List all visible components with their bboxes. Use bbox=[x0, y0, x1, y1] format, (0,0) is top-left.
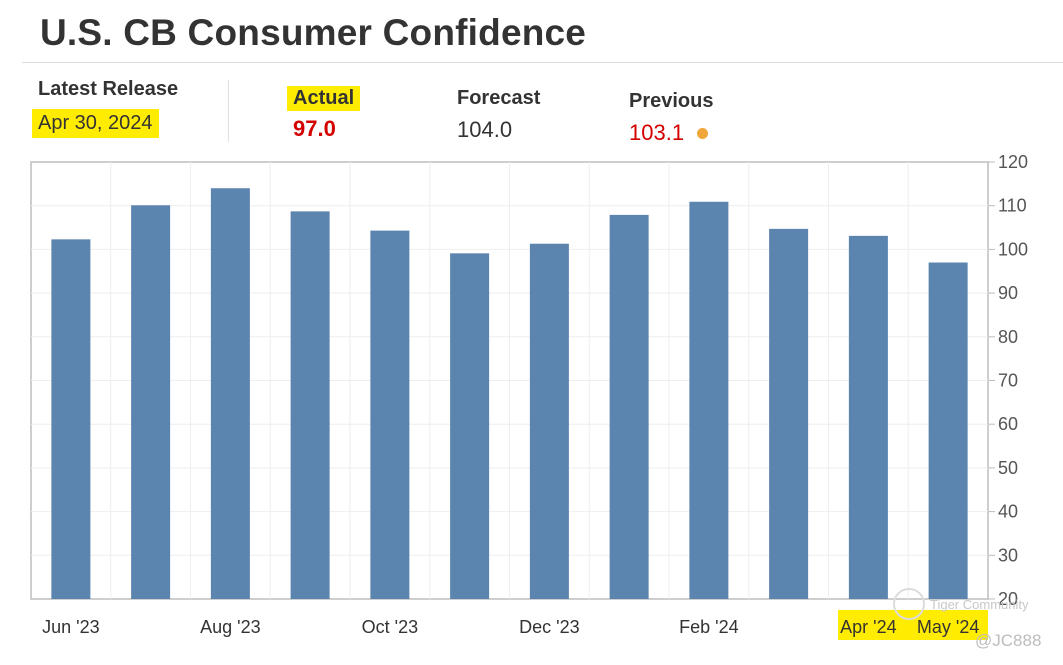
x-tick-label: Jun '23 bbox=[42, 617, 99, 637]
latest-release-label: Latest Release bbox=[38, 78, 179, 100]
bar bbox=[131, 205, 171, 599]
bar bbox=[928, 262, 968, 599]
bar bbox=[290, 211, 330, 600]
x-tick-label: May '24 bbox=[917, 617, 979, 637]
y-tick-label: 20 bbox=[998, 589, 1018, 609]
y-tick-label: 80 bbox=[998, 327, 1018, 347]
y-tick-label: 50 bbox=[998, 458, 1018, 478]
info-divider bbox=[228, 80, 229, 142]
watermark-user: @JC888 bbox=[975, 631, 1042, 650]
x-tick-label: Oct '23 bbox=[362, 617, 418, 637]
bar bbox=[450, 253, 490, 599]
y-tick-label: 40 bbox=[998, 502, 1018, 522]
forecast-value: 104.0 bbox=[457, 117, 513, 142]
x-tick-label: Feb '24 bbox=[679, 617, 738, 637]
bar bbox=[529, 243, 569, 599]
title-divider bbox=[22, 62, 1063, 63]
latest-release-value: Apr 30, 2024 bbox=[32, 109, 159, 138]
previous-value: 103.1 bbox=[629, 120, 685, 145]
page-title: U.S. CB Consumer Confidence bbox=[40, 12, 587, 53]
forecast-label: Forecast bbox=[457, 87, 541, 109]
actual-label: Actual bbox=[287, 86, 361, 111]
actual-value: 97.0 bbox=[293, 116, 336, 141]
x-tick-label: Apr '24 bbox=[840, 617, 896, 637]
bar bbox=[210, 188, 250, 599]
bar bbox=[370, 230, 410, 599]
previous-indicator-dot bbox=[697, 128, 708, 139]
y-tick-label: 30 bbox=[998, 545, 1018, 565]
x-tick-label: Aug '23 bbox=[200, 617, 261, 637]
y-tick-label: 90 bbox=[998, 283, 1018, 303]
y-tick-label: 100 bbox=[998, 239, 1028, 259]
y-tick-label: 60 bbox=[998, 414, 1018, 434]
bar bbox=[848, 235, 888, 599]
previous-label: Previous bbox=[629, 90, 714, 112]
bar bbox=[769, 228, 809, 599]
watermark-text: Tiger Community bbox=[930, 597, 1029, 612]
bar bbox=[609, 214, 649, 599]
y-tick-label: 110 bbox=[998, 196, 1027, 216]
x-tick-label: Dec '23 bbox=[519, 617, 579, 637]
y-tick-label: 70 bbox=[998, 371, 1018, 391]
watermark-logo-icon bbox=[893, 588, 925, 620]
bar bbox=[689, 201, 729, 599]
bar bbox=[51, 239, 91, 599]
y-tick-label: 120 bbox=[998, 152, 1028, 172]
